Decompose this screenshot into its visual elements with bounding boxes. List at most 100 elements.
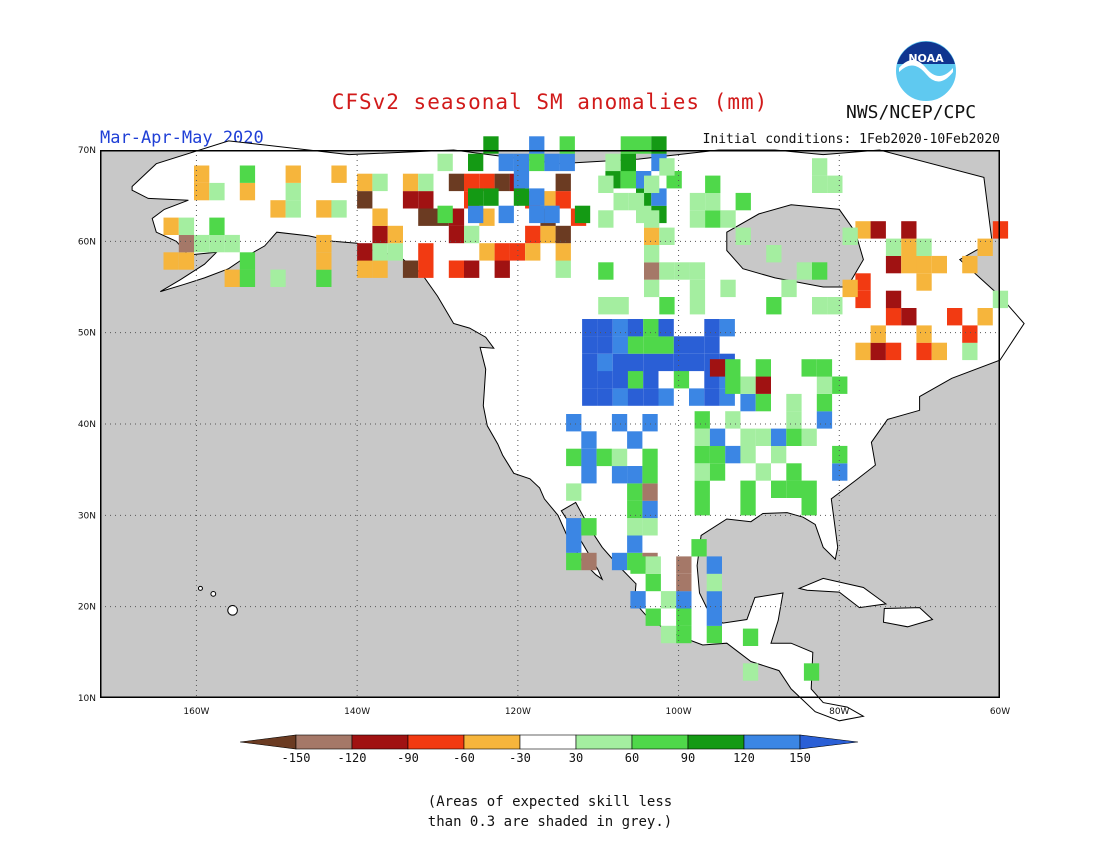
anomaly-cell (801, 428, 817, 446)
anomaly-cell (582, 371, 598, 389)
anomaly-cell (316, 269, 332, 287)
anomaly-cell (630, 591, 646, 609)
lat-label: 30N (78, 511, 96, 521)
anomaly-cell (740, 480, 756, 498)
anomaly-cell (816, 393, 833, 412)
anomaly-cell (977, 238, 993, 256)
anomaly-cell (194, 182, 210, 201)
anomaly-cell (786, 428, 802, 446)
anomaly-cell (194, 234, 210, 253)
anomaly-cell (766, 245, 782, 263)
anomaly-cell (645, 573, 661, 592)
anomaly-cell (706, 625, 722, 644)
anomaly-cell (357, 243, 373, 261)
anomaly-cell (529, 205, 545, 224)
anomaly-cell (372, 260, 388, 278)
anomaly-cell (931, 255, 947, 274)
anomaly-cell (582, 336, 598, 354)
anomaly-cell (720, 210, 736, 228)
legend-tick-label: 60 (625, 751, 639, 765)
anomaly-cell (651, 136, 667, 154)
anomaly-cell (704, 388, 720, 406)
anomaly-cell (885, 255, 902, 274)
anomaly-cell (706, 556, 722, 574)
anomaly-cell (786, 480, 802, 498)
anomaly-cell (513, 188, 530, 206)
anomaly-cell (540, 225, 556, 244)
anomaly-cell (962, 342, 978, 361)
anomaly-cell (209, 182, 225, 201)
anomaly-cell (627, 319, 644, 337)
anomaly-cell (612, 388, 628, 406)
anomaly-cell (870, 325, 886, 343)
anomaly-cell (674, 262, 690, 280)
anomaly-cell (598, 297, 614, 315)
anomaly-cell (689, 388, 705, 406)
anomaly-cell (658, 336, 674, 354)
skill-note-line-2: than 0.3 are shaded in grey.) (427, 814, 673, 830)
lat-label: 70N (78, 146, 96, 156)
anomaly-cell (494, 243, 510, 261)
anomaly-cell (658, 353, 674, 372)
anomaly-cell (581, 466, 597, 484)
legend-swatch (575, 734, 633, 750)
anomaly-cell (643, 388, 659, 406)
anomaly-cell (498, 153, 514, 172)
anomaly-cell (498, 205, 514, 224)
anomaly-cell (509, 243, 526, 261)
anomaly-cell (694, 463, 710, 481)
anomaly-cell (812, 158, 828, 176)
anomaly-cell (483, 136, 499, 154)
anomaly-cell (694, 480, 710, 498)
anomaly-cell (766, 297, 782, 315)
anomaly-cell (642, 483, 658, 501)
anomaly-cell (725, 445, 741, 464)
anomaly-cell (689, 353, 705, 372)
anomaly-cell (725, 376, 741, 394)
anomaly-cells (163, 136, 1009, 681)
anomaly-cell (643, 336, 659, 354)
anomaly-cell (612, 319, 628, 337)
anomaly-cell (611, 552, 628, 571)
anomaly-cell (357, 173, 373, 192)
anomaly-cell (285, 165, 301, 183)
anomaly-cell (658, 319, 674, 337)
anomaly-cell (755, 359, 771, 377)
anomaly-cell (613, 192, 629, 211)
anomaly-cell (786, 411, 802, 429)
legend-arrow-left (240, 734, 297, 750)
anomaly-cell (178, 252, 195, 270)
anomaly-cell (740, 498, 756, 516)
anomaly-cell (644, 210, 660, 228)
anomaly-cell (555, 243, 571, 261)
anomaly-cell (658, 388, 674, 406)
legend-tick-label: 150 (789, 751, 811, 765)
anomaly-cell (771, 445, 787, 464)
anomaly-cell (555, 191, 571, 209)
anomaly-cell (402, 173, 419, 192)
anomaly-cell (644, 262, 660, 280)
lat-label: 40N (78, 420, 96, 430)
legend-swatch (463, 734, 521, 750)
anomaly-cell (725, 411, 741, 429)
anomaly-cell (559, 136, 575, 154)
anomaly-cell (437, 205, 453, 224)
anomaly-cell (479, 173, 495, 192)
anomaly-cell (885, 308, 902, 326)
anomaly-cell (812, 175, 828, 193)
map-title: CFSv2 seasonal SM anomalies (mm) (331, 90, 769, 114)
anomaly-cell (581, 552, 597, 571)
anomaly-cell (842, 279, 858, 298)
anomaly-cell (694, 498, 710, 516)
anomaly-cell (581, 448, 597, 467)
anomaly-cell (660, 591, 677, 609)
legend-tick-label: -90 (397, 751, 419, 765)
anomaly-cell (885, 342, 902, 361)
anomaly-cell (676, 591, 692, 609)
anomaly-cell (627, 371, 644, 389)
anomaly-cell (977, 308, 993, 326)
anomaly-cell (962, 255, 978, 274)
anomaly-cell (468, 153, 484, 172)
anomaly-cell (659, 262, 675, 280)
anomaly-cell (605, 153, 621, 172)
